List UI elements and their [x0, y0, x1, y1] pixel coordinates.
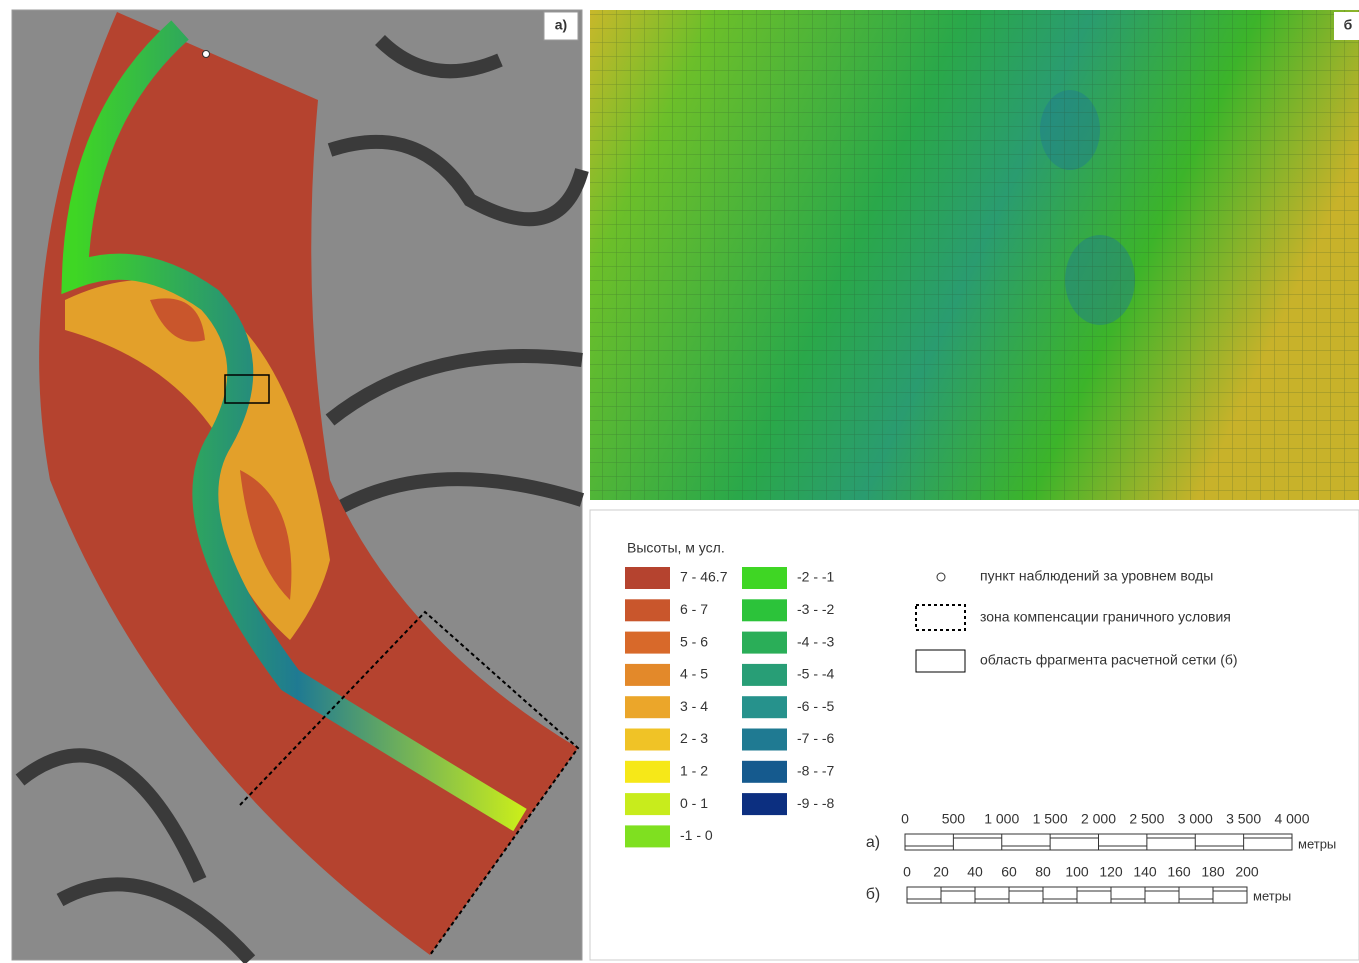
scale-tick-label: 100	[1065, 864, 1089, 880]
legend-label: 6 - 7	[680, 601, 708, 617]
legend-label: 5 - 6	[680, 633, 708, 649]
scale-tick-label: 0	[901, 811, 909, 827]
scale-tick-label: 60	[1001, 864, 1017, 880]
scale-tick-label: 160	[1167, 864, 1191, 880]
legend-swatch	[742, 793, 787, 815]
scale-tick-label: 20	[933, 864, 949, 880]
map-panel-b: б	[590, 10, 1359, 500]
legend-swatch	[742, 761, 787, 783]
figure: а) б Высоты, м усл. 7 - 46.7 6 - 7 5 - 6 4 …	[0, 0, 1359, 963]
legend-label: 4 - 5	[680, 666, 708, 682]
scale-label: б)	[866, 886, 881, 903]
legend-swatch	[742, 632, 787, 654]
legend-label: -5 - -4	[797, 666, 835, 682]
scale-tick-label: 500	[942, 811, 966, 827]
legend-swatch	[742, 729, 787, 751]
legend-label: 3 - 4	[680, 698, 708, 714]
map-panel-a: а)	[12, 10, 582, 960]
scale-unit: метры	[1253, 888, 1291, 903]
legend-label: 1 - 2	[680, 763, 708, 779]
symbol-label: зона компенсации граничного условия	[980, 609, 1231, 625]
scale-tick-label: 1 500	[1033, 811, 1068, 827]
computational-grid	[590, 10, 1359, 500]
scale-label: а)	[866, 834, 880, 851]
legend-swatch	[742, 664, 787, 686]
legend-swatch	[625, 696, 670, 718]
legend-label: 2 - 3	[680, 730, 708, 746]
legend-swatch	[625, 825, 670, 847]
scale-tick-label: 40	[967, 864, 983, 880]
scale-tick-label: 3 500	[1226, 811, 1261, 827]
scale-tick-label: 140	[1133, 864, 1157, 880]
legend-label: -3 - -2	[797, 601, 835, 617]
symbol-label: пункт наблюдений за уровнем воды	[980, 568, 1213, 584]
legend-swatch	[625, 793, 670, 815]
scale-tick-label: 120	[1099, 864, 1123, 880]
scale-tick-label: 180	[1201, 864, 1225, 880]
legend-title: Высоты, м усл.	[627, 540, 725, 556]
legend-label: 7 - 46.7	[680, 569, 728, 585]
legend-swatch	[742, 567, 787, 589]
scale-tick-label: 4 000	[1274, 811, 1309, 827]
legend-swatch	[742, 696, 787, 718]
legend-swatch	[742, 599, 787, 621]
legend-label: -8 - -7	[797, 763, 835, 779]
scale-tick-label: 2 000	[1081, 811, 1116, 827]
legend-swatch	[625, 761, 670, 783]
legend-label: -4 - -3	[797, 633, 835, 649]
legend-swatch	[625, 729, 670, 751]
legend-label: -6 - -5	[797, 698, 835, 714]
legend-swatch	[625, 567, 670, 589]
legend-swatch	[625, 599, 670, 621]
panel-label: б	[1344, 17, 1353, 33]
scale-tick-label: 3 000	[1178, 811, 1213, 827]
scale-tick-label: 2 500	[1129, 811, 1164, 827]
scale-tick-label: 0	[903, 864, 911, 880]
legend-label: -7 - -6	[797, 730, 835, 746]
scale-tick-label: 80	[1035, 864, 1051, 880]
legend-label: -1 - 0	[680, 827, 713, 843]
scale-unit: метры	[1298, 836, 1336, 851]
legend-swatch	[625, 632, 670, 654]
legend-label: 0 - 1	[680, 795, 708, 811]
gauge-point	[203, 51, 210, 58]
legend-swatch	[625, 664, 670, 686]
panel-label: а)	[555, 17, 567, 33]
scale-tick-label: 200	[1235, 864, 1259, 880]
legend-label: -9 - -8	[797, 795, 835, 811]
symbol-label: область фрагмента расчетной сетки (б)	[980, 652, 1238, 668]
scale-tick-label: 1 000	[984, 811, 1019, 827]
legend-label: -2 - -1	[797, 569, 835, 585]
